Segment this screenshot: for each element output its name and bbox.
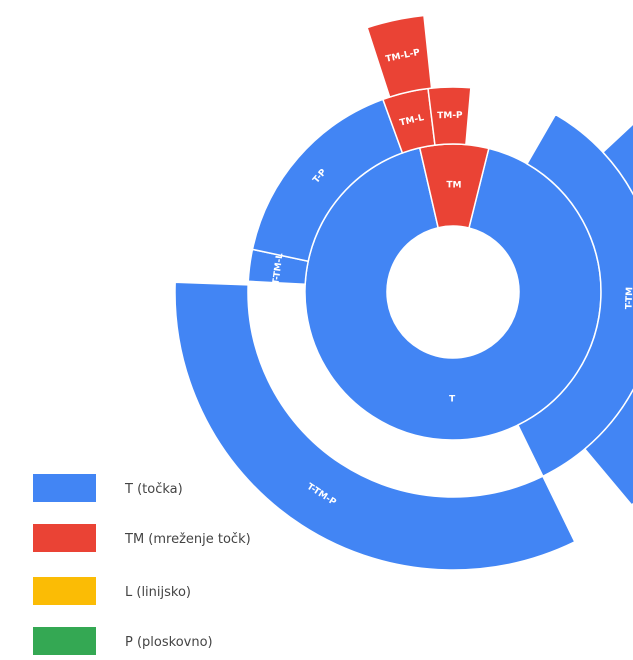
legend-swatch-p xyxy=(33,627,96,655)
legend-label-l: L (linijsko) xyxy=(125,585,191,600)
segment-tm-p[interactable] xyxy=(427,86,472,146)
legend-label-p: P (ploskovno) xyxy=(125,635,213,650)
legend: T (točka) TM (mreženje točk) L (linijsko… xyxy=(33,474,251,655)
sunburst-segments xyxy=(174,14,633,571)
segment-tm-l-p[interactable] xyxy=(366,14,433,98)
segment-t-tm-p-2[interactable] xyxy=(174,281,576,571)
segment-t-tm-p[interactable] xyxy=(583,102,633,507)
legend-swatch-t xyxy=(33,474,96,502)
legend-item-tm[interactable]: TM (mreženje točk) xyxy=(33,524,251,552)
legend-item-l[interactable]: L (linijsko) xyxy=(33,577,191,605)
segment-t-tm[interactable] xyxy=(516,113,633,478)
segment-label-tm: TM xyxy=(446,180,461,190)
legend-label-t: T (točka) xyxy=(124,482,183,497)
segment-label-t-tm: T-TM xyxy=(625,287,633,310)
segment-label-t-tm-l: T-TM-L xyxy=(271,252,285,285)
segment-label-t: T xyxy=(449,394,456,404)
legend-item-p[interactable]: P (ploskovno) xyxy=(33,627,213,655)
legend-item-t[interactable]: T (točka) xyxy=(33,474,183,502)
legend-label-tm: TM (mreženje točk) xyxy=(124,532,251,547)
segment-label-tm-p: TM-P xyxy=(437,111,463,121)
legend-swatch-l xyxy=(33,577,96,605)
legend-swatch-tm xyxy=(33,524,96,552)
